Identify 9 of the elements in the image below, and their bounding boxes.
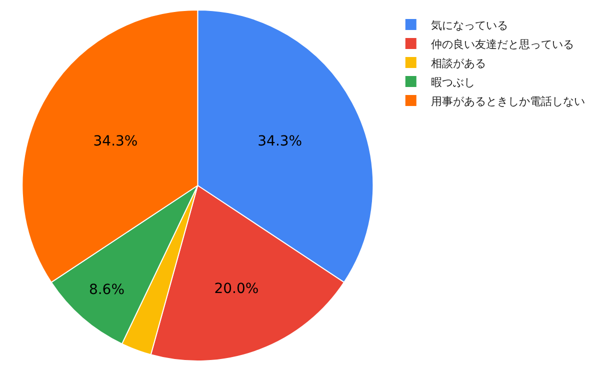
legend-label: 相談がある [430, 56, 486, 70]
data-label: 8.6% [88, 282, 125, 298]
legend-label: 用事があるときしか電話しない [430, 94, 585, 108]
data-label: 20.0% [214, 281, 259, 298]
legend-label: 気になっている [430, 18, 508, 32]
legend-label: 暇つぶし [430, 76, 475, 89]
legend-label: 仲の良い友達だと思っている [430, 38, 574, 51]
data-label: 34.3% [258, 133, 302, 150]
data-label: 34.3% [93, 133, 138, 150]
